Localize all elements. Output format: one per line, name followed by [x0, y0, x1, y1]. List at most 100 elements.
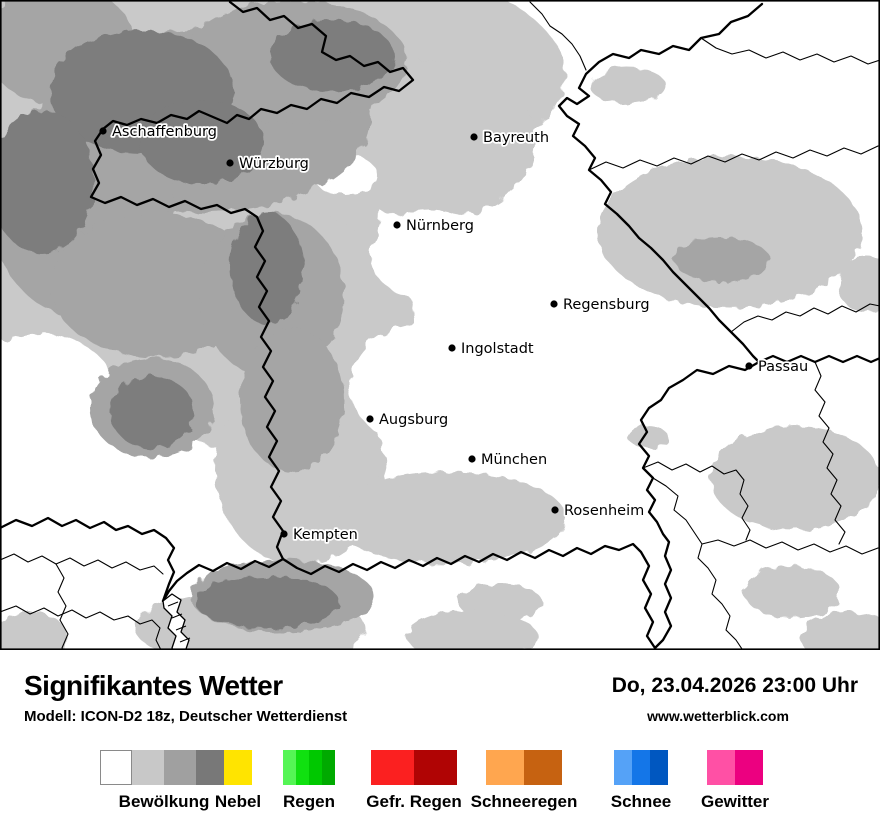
- legend-label: Nebel: [214, 792, 262, 811]
- legend-swatch: [132, 750, 164, 785]
- city-dot: [366, 415, 374, 423]
- legend-swatch: [196, 750, 228, 785]
- city-marker: Aschaffenburg: [99, 122, 219, 142]
- legend-swatch-row: [707, 750, 763, 785]
- border-swiss-1: [0, 553, 164, 575]
- legend-swatch: [414, 750, 457, 785]
- city-label: Aschaffenburg: [112, 124, 217, 140]
- weather-map: Aschaffenburg Würzburg Bayreuth Nürnberg Reg…: [0, 0, 880, 650]
- legend-swatch: [524, 750, 562, 785]
- city-label: Rosenheim: [564, 503, 644, 519]
- city-dot: [551, 506, 559, 514]
- legend-label: Schneeregen: [470, 792, 578, 811]
- legend-swatch-row: [283, 750, 335, 785]
- legend-group-bewoelkung: Bewölkung: [100, 750, 228, 811]
- city-label: München: [481, 452, 547, 468]
- legend-swatch-row: [100, 750, 228, 785]
- cloud-dark-areas: [0, 20, 394, 628]
- city-dot: [99, 127, 107, 135]
- website-label: www.wetterblick.com: [647, 708, 789, 724]
- legend-group-gewitter: Gewitter: [701, 750, 769, 811]
- border-bavaria-west: [89, 0, 415, 561]
- cloud-clear-gaps: [0, 155, 500, 450]
- city-dot: [226, 159, 234, 167]
- legend-group-schneeregen: Schneeregen: [471, 750, 577, 811]
- city-label: Nürnberg: [406, 218, 474, 234]
- border-austria-inner-2: [701, 539, 879, 555]
- city-markers: Aschaffenburg Würzburg Bayreuth Nürnberg Reg…: [99, 122, 810, 545]
- legend-swatch: [309, 750, 322, 785]
- legend-label: Gefr. Regen: [366, 792, 462, 811]
- border-salzburg: [642, 461, 751, 541]
- border-danube-east: [757, 354, 880, 364]
- city-dot: [470, 133, 478, 141]
- city-marker: Bayreuth: [470, 128, 551, 148]
- city-label: Würzburg: [239, 156, 309, 172]
- border-bodensee-west: [0, 516, 176, 603]
- map-frame: [0, 0, 880, 650]
- border-czech: [557, 2, 764, 364]
- legend-swatch: [614, 750, 632, 785]
- city-label: Augsburg: [379, 412, 448, 428]
- city-dot: [393, 221, 401, 229]
- city-dot: [745, 362, 753, 370]
- legend-swatch: [283, 750, 296, 785]
- city-label: Bayreuth: [483, 130, 549, 146]
- legend-group-gefr-regen: Gefr. Regen: [366, 750, 462, 811]
- legend-swatch: [371, 750, 414, 785]
- legend-swatch: [322, 750, 335, 785]
- city-dot: [448, 344, 456, 352]
- cloud-layer: [0, 0, 880, 650]
- city-label: Passau: [758, 359, 808, 375]
- city-marker: Nürnberg: [393, 216, 476, 236]
- legend-swatch: [486, 750, 524, 785]
- border-czech-inner-mid: [588, 145, 879, 171]
- city-label: Kempten: [293, 527, 358, 543]
- legend: Bewölkung Nebel Regen Gefr. Regen Schneerege…: [0, 750, 880, 830]
- city-marker: München: [468, 450, 549, 470]
- city-marker: Passau: [745, 357, 810, 377]
- legend-label: Regen: [283, 792, 335, 811]
- border-austria-inner-1: [652, 477, 744, 650]
- legend-group-nebel: Nebel: [215, 750, 261, 811]
- city-marker: Augsburg: [366, 410, 450, 430]
- rhine-valley-hatch: [167, 601, 191, 650]
- legend-swatch: [650, 750, 668, 785]
- legend-swatch-row: [614, 750, 668, 785]
- border-swiss-2: [55, 563, 69, 650]
- legend-swatch-row: [371, 750, 457, 785]
- legend-label: Schnee: [610, 792, 672, 811]
- city-marker: Kempten: [280, 525, 360, 545]
- legend-group-schnee: Schnee: [611, 750, 671, 811]
- legend-swatch-row: [224, 750, 252, 785]
- city-dot: [280, 530, 288, 538]
- legend-swatch: [100, 750, 132, 785]
- legend-group-regen: Regen: [283, 750, 335, 811]
- legend-swatch: [735, 750, 763, 785]
- city-marker: Würzburg: [226, 154, 311, 174]
- city-marker: Ingolstadt: [448, 339, 536, 359]
- legend-swatch: [296, 750, 309, 785]
- city-dot: [468, 455, 476, 463]
- page-title: Signifikantes Wetter: [24, 670, 283, 701]
- city-label: Regensburg: [563, 297, 650, 313]
- border-layer: [0, 0, 880, 650]
- city-marker: Regensburg: [550, 295, 651, 315]
- footer: Signifikantes Wetter Modell: ICON-D2 18z…: [0, 650, 880, 830]
- border-thuringia: [529, 1, 587, 71]
- border-swiss-3: [0, 605, 162, 650]
- legend-swatch: [632, 750, 650, 785]
- legend-label: Gewitter: [700, 792, 770, 811]
- legend-swatch: [224, 750, 252, 785]
- model-info: Modell: ICON-D2 18z, Deutscher Wetterdie…: [24, 708, 348, 725]
- border-austria: [161, 360, 761, 650]
- rhine-valley-shape: [162, 593, 190, 650]
- border-austria-inner-3: [814, 361, 846, 545]
- legend-swatch: [164, 750, 196, 785]
- border-czech-austria: [730, 303, 880, 333]
- city-label: Ingolstadt: [461, 341, 534, 357]
- border-czech-inner-north: [700, 37, 880, 65]
- legend-swatch: [707, 750, 735, 785]
- legend-label: Bewölkung: [118, 792, 210, 811]
- city-marker: Rosenheim: [551, 501, 646, 521]
